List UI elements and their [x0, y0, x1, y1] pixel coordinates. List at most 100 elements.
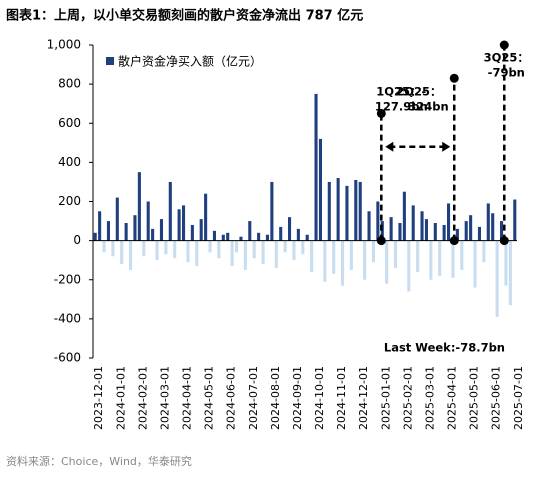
bar	[336, 178, 340, 241]
x-tick-label: 2024-04-01	[181, 366, 194, 430]
bar	[451, 240, 455, 278]
bar	[111, 240, 115, 257]
bar	[221, 234, 225, 241]
bar	[389, 217, 393, 241]
bar	[305, 234, 309, 241]
x-tick-label: 2023-12-01	[92, 366, 105, 430]
bar	[349, 240, 353, 270]
x-tick-label: 2025-05-01	[468, 366, 481, 430]
x-tick-label: 2025-04-01	[446, 366, 459, 430]
bar	[473, 240, 477, 288]
annotation-text: 1Q25：-	[376, 85, 426, 99]
bar	[499, 221, 504, 241]
bar	[186, 240, 190, 263]
bar	[190, 224, 194, 241]
bar	[393, 240, 398, 269]
x-tick-label: 2025-07-01	[512, 366, 525, 430]
arrow-head	[442, 141, 451, 152]
bar	[265, 234, 270, 241]
x-tick-label: 2025-03-01	[423, 366, 436, 430]
bar	[495, 240, 499, 317]
bar	[442, 224, 446, 241]
bar	[310, 240, 314, 272]
bar	[371, 240, 376, 263]
bar	[204, 193, 208, 241]
bar	[407, 240, 411, 292]
annotation-text: 127.9bn	[375, 100, 428, 114]
x-tick-label: 2024-09-01	[291, 366, 304, 430]
legend-swatch	[106, 57, 114, 65]
bar	[120, 240, 124, 265]
bar	[230, 240, 234, 267]
x-tick-label: 2024-02-01	[136, 366, 149, 430]
bar	[137, 172, 141, 241]
x-tick-label: 2024-10-01	[313, 366, 326, 430]
bar	[164, 240, 168, 255]
bar	[239, 236, 243, 241]
bar	[212, 230, 217, 241]
y-tick-label: 600	[58, 116, 81, 130]
bar	[159, 219, 164, 241]
bar	[155, 240, 159, 261]
annotation-dot	[376, 236, 386, 246]
y-tick-label: 0	[73, 233, 81, 247]
bar	[438, 240, 442, 276]
annotation-text: -79bn	[488, 66, 525, 80]
legend-label: 散户资金净买入额（亿元）	[118, 54, 262, 69]
bar	[433, 223, 437, 241]
bar	[504, 240, 508, 286]
bar	[279, 226, 283, 241]
bar	[133, 215, 137, 241]
bar	[301, 240, 305, 255]
bar	[102, 240, 106, 253]
x-tick-label: 2024-07-01	[247, 366, 260, 430]
y-tick-label: 800	[58, 77, 81, 91]
x-tick-label: 2025-01-01	[379, 366, 392, 430]
x-tick-label: 2024-12-01	[357, 366, 370, 430]
bar	[283, 240, 287, 253]
x-tick-label: 2024-03-01	[158, 366, 171, 430]
bar	[248, 221, 252, 241]
bar	[446, 203, 451, 241]
arrow-head	[385, 141, 394, 152]
bar	[173, 240, 177, 259]
bar	[93, 232, 97, 241]
annotation-dot	[499, 40, 509, 50]
bar	[385, 240, 389, 284]
x-tick-label: 2024-05-01	[203, 366, 216, 430]
bar	[327, 181, 331, 241]
bar	[363, 240, 367, 280]
chart-title: 图表1：上周，以小单交易额刻画的散户资金净流出 787 亿元	[6, 8, 363, 24]
bar	[424, 219, 429, 241]
bar	[142, 240, 146, 257]
bar	[287, 217, 292, 241]
y-tick-label: 1,000	[47, 38, 81, 52]
bar	[376, 201, 380, 241]
x-tick-label: 2024-01-01	[114, 366, 127, 430]
bar	[367, 211, 371, 241]
bar	[429, 240, 433, 280]
y-tick-label: 200	[58, 194, 81, 208]
x-tick-label: 2024-06-01	[225, 366, 238, 430]
bar	[195, 240, 199, 267]
bar	[411, 205, 415, 241]
bar	[318, 138, 323, 241]
bar	[332, 240, 336, 274]
bar	[469, 215, 473, 241]
annotation-text: 324bn	[408, 100, 448, 114]
bar	[257, 232, 261, 241]
bar	[106, 221, 111, 241]
y-tick-label: -200	[54, 272, 81, 286]
bar	[208, 240, 212, 253]
bar	[380, 221, 384, 241]
bar	[274, 240, 278, 269]
bar	[168, 181, 172, 241]
bar	[124, 223, 128, 241]
bar	[340, 240, 345, 286]
bar	[402, 191, 406, 241]
bar	[314, 93, 318, 241]
bar	[345, 185, 349, 241]
bar	[226, 232, 230, 241]
bar	[292, 240, 296, 261]
bar	[486, 203, 490, 241]
